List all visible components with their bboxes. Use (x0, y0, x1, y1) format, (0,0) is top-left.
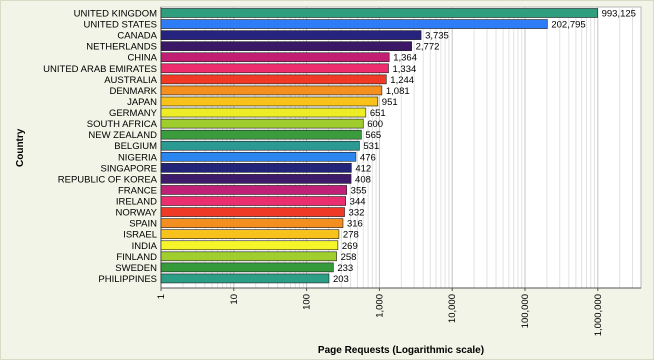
bar (160, 30, 422, 40)
value-label: 202,795 (551, 20, 585, 31)
bar (160, 207, 345, 217)
value-label: 355 (351, 185, 367, 196)
bar (160, 196, 346, 206)
value-label: 1,364 (393, 53, 417, 64)
category-label: REPUBLIC OF KOREA (58, 174, 158, 185)
bar (160, 52, 390, 63)
category-label: NIGERIA (118, 152, 158, 163)
bar (160, 151, 357, 162)
y-axis-title: Country (15, 128, 26, 167)
bar (160, 19, 548, 29)
category-label: SOUTH AFRICA (87, 119, 158, 130)
x-axis-title: Page Requests (Logarithmic scale) (317, 345, 485, 356)
category-label: DENMARK (109, 86, 157, 97)
category-label: CHINA (127, 53, 157, 64)
bar (160, 251, 337, 262)
category-label: UNITED ARAB EMIRATES (43, 64, 157, 75)
bar (160, 218, 344, 228)
category-label: IRELAND (116, 197, 157, 208)
bar (160, 129, 362, 140)
value-label: 565 (365, 130, 381, 141)
category-label: NETHERLANDS (86, 42, 157, 53)
x-tick-label: 100 (302, 294, 313, 310)
bar (160, 273, 330, 284)
bar (160, 163, 352, 173)
bar (160, 41, 412, 51)
category-label: SINGAPORE (101, 163, 158, 174)
value-label: 233 (337, 263, 353, 274)
category-label: UNITED STATES (83, 20, 157, 31)
x-tick-label: 10,000 (447, 294, 458, 323)
bar (160, 262, 334, 273)
value-label: 269 (342, 241, 358, 252)
value-label: 951 (382, 97, 398, 108)
value-label: 3,735 (425, 31, 449, 42)
category-label: FINLAND (116, 252, 157, 263)
value-label: 408 (355, 174, 371, 185)
category-label: GERMANY (109, 108, 158, 119)
value-label: 651 (370, 108, 386, 119)
category-label: NORWAY (115, 208, 157, 219)
category-label: PHILIPPINES (98, 274, 157, 285)
value-label: 412 (355, 163, 371, 174)
bar (160, 174, 352, 184)
category-label: SWEDEN (115, 263, 157, 274)
value-label: 1,334 (393, 64, 417, 75)
x-tick-label: 100,000 (520, 294, 531, 328)
category-label: UNITED KINGDOM (74, 9, 157, 20)
bar (160, 107, 367, 118)
value-label: 476 (360, 152, 376, 163)
x-tick-label: 1 (156, 294, 167, 299)
bar (160, 240, 339, 251)
value-label: 316 (347, 219, 363, 230)
value-label: 258 (341, 252, 357, 263)
x-tick-label: 10 (229, 294, 240, 305)
value-label: 600 (367, 119, 383, 130)
bar (160, 74, 387, 85)
category-label: ISRAEL (123, 230, 157, 241)
category-label: SPAIN (129, 219, 157, 230)
value-label: 332 (349, 208, 365, 219)
value-label: 993,125 (602, 9, 636, 20)
bar (160, 118, 364, 129)
value-label: 531 (363, 141, 379, 152)
x-tick-label: 1,000 (374, 294, 385, 318)
category-label: BELGIUM (114, 141, 157, 152)
bar (160, 63, 389, 74)
value-label: 203 (333, 274, 349, 285)
bar (160, 96, 379, 107)
value-label: 278 (343, 230, 359, 241)
category-label: AUSTRALIA (104, 75, 157, 86)
x-tick-label: 1,000,000 (593, 294, 604, 336)
category-label: INDIA (132, 241, 158, 252)
bar (160, 185, 347, 195)
bar (160, 140, 360, 151)
category-label: FRANCE (118, 185, 157, 196)
category-label: CANADA (117, 31, 157, 42)
category-label: JAPAN (127, 97, 157, 108)
value-label: 1,244 (390, 75, 414, 86)
category-label: NEW ZEALAND (88, 130, 157, 141)
bar (160, 229, 340, 239)
value-label: 344 (350, 197, 366, 208)
value-label: 1,081 (386, 86, 410, 97)
bar (160, 8, 598, 18)
bar (160, 85, 383, 96)
value-label: 2,772 (416, 42, 440, 53)
